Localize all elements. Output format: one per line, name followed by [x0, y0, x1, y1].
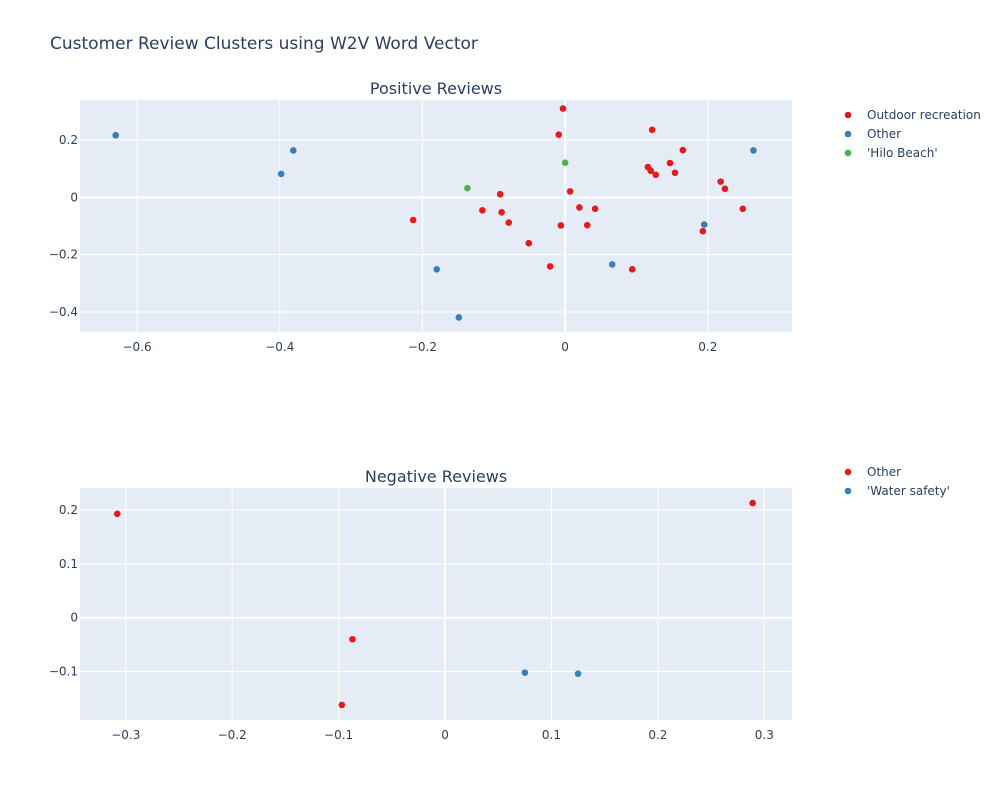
y-tick-label: −0.1 — [49, 665, 78, 679]
data-point — [574, 670, 582, 678]
x-tick-label: −0.3 — [111, 728, 140, 742]
data-point — [349, 635, 356, 643]
data-point — [647, 167, 655, 175]
subplot-title: Positive Reviews — [370, 79, 502, 98]
data-point — [496, 190, 504, 198]
data-point — [700, 221, 708, 228]
data-point — [338, 701, 346, 709]
x-tick-label: 0.2 — [648, 728, 667, 742]
data-point — [608, 261, 616, 268]
data-point — [525, 239, 533, 247]
data-point — [498, 208, 505, 216]
data-point — [750, 147, 757, 154]
data-point — [583, 221, 591, 229]
plot-background — [80, 488, 792, 720]
subplot-2: −0.3 −0.2 −0.1 0 0.1 0.2 0.3 −0.1 0 0.1 0.2 Negativ… — [49, 465, 950, 742]
x-tick-label: −0.4 — [265, 340, 294, 354]
y-tick-label: 0.2 — [59, 133, 78, 147]
data-point — [749, 499, 756, 507]
data-point — [628, 265, 636, 273]
figure-title: Customer Review Clusters using W2V Word … — [50, 34, 478, 54]
legend-marker — [844, 149, 852, 157]
x-tick-label: 0.1 — [542, 728, 561, 742]
data-point — [666, 159, 674, 167]
subplot-1: −0.6 −0.4 −0.2 0 0.2 −0.4 −0.2 0 0.2 Positive Rev… — [49, 79, 981, 354]
data-point — [652, 171, 660, 179]
data-point — [721, 185, 729, 193]
data-point — [576, 204, 583, 211]
y-tick-label: 0 — [70, 611, 78, 625]
x-tick-label: −0.2 — [218, 728, 247, 742]
data-point — [555, 131, 563, 138]
data-point — [557, 222, 565, 229]
data-point — [409, 216, 417, 224]
data-point — [561, 159, 569, 167]
y-tick-label: −0.2 — [49, 248, 78, 262]
y-tick-label: 0.1 — [59, 557, 78, 571]
legend-marker — [844, 487, 852, 495]
legend-marker — [844, 468, 852, 476]
x-tick-label: 0.3 — [755, 728, 774, 742]
x-tick-label: 0 — [561, 340, 569, 354]
x-tick-label: 0 — [441, 728, 449, 742]
data-point — [739, 205, 747, 213]
data-point — [112, 131, 119, 139]
data-point — [290, 147, 297, 154]
legend-marker — [844, 130, 852, 138]
x-tick-label: −0.1 — [324, 728, 353, 742]
legend-entry: Other — [867, 127, 901, 141]
x-tick-label: 0.2 — [698, 340, 717, 354]
data-point — [521, 669, 529, 676]
data-point — [505, 219, 513, 226]
legend-entry: 'Water safety' — [867, 484, 950, 498]
data-point — [277, 170, 285, 178]
data-point — [699, 227, 707, 235]
data-point — [455, 314, 463, 321]
data-point — [591, 205, 599, 213]
x-tick-label: −0.6 — [123, 340, 152, 354]
legend-entry: Outdoor recreation — [867, 108, 981, 122]
legend-entry: 'Hilo Beach' — [867, 146, 938, 160]
data-point — [479, 206, 486, 214]
data-point — [546, 263, 554, 270]
data-point — [433, 265, 441, 273]
y-tick-label: 0.2 — [59, 503, 78, 517]
y-tick-label: −0.4 — [49, 305, 78, 319]
data-point — [559, 105, 567, 112]
data-point — [113, 510, 121, 518]
data-point — [671, 169, 679, 177]
legend-marker — [844, 111, 852, 119]
data-point — [648, 126, 656, 134]
y-tick-label: 0 — [70, 190, 78, 204]
data-point — [679, 146, 687, 154]
x-tick-label: −0.2 — [408, 340, 437, 354]
data-point — [566, 188, 574, 195]
data-point — [464, 184, 471, 192]
subplot-title: Negative Reviews — [365, 467, 507, 486]
legend-entry: Other — [867, 465, 901, 479]
plot-background — [80, 100, 792, 332]
data-point — [717, 178, 724, 185]
